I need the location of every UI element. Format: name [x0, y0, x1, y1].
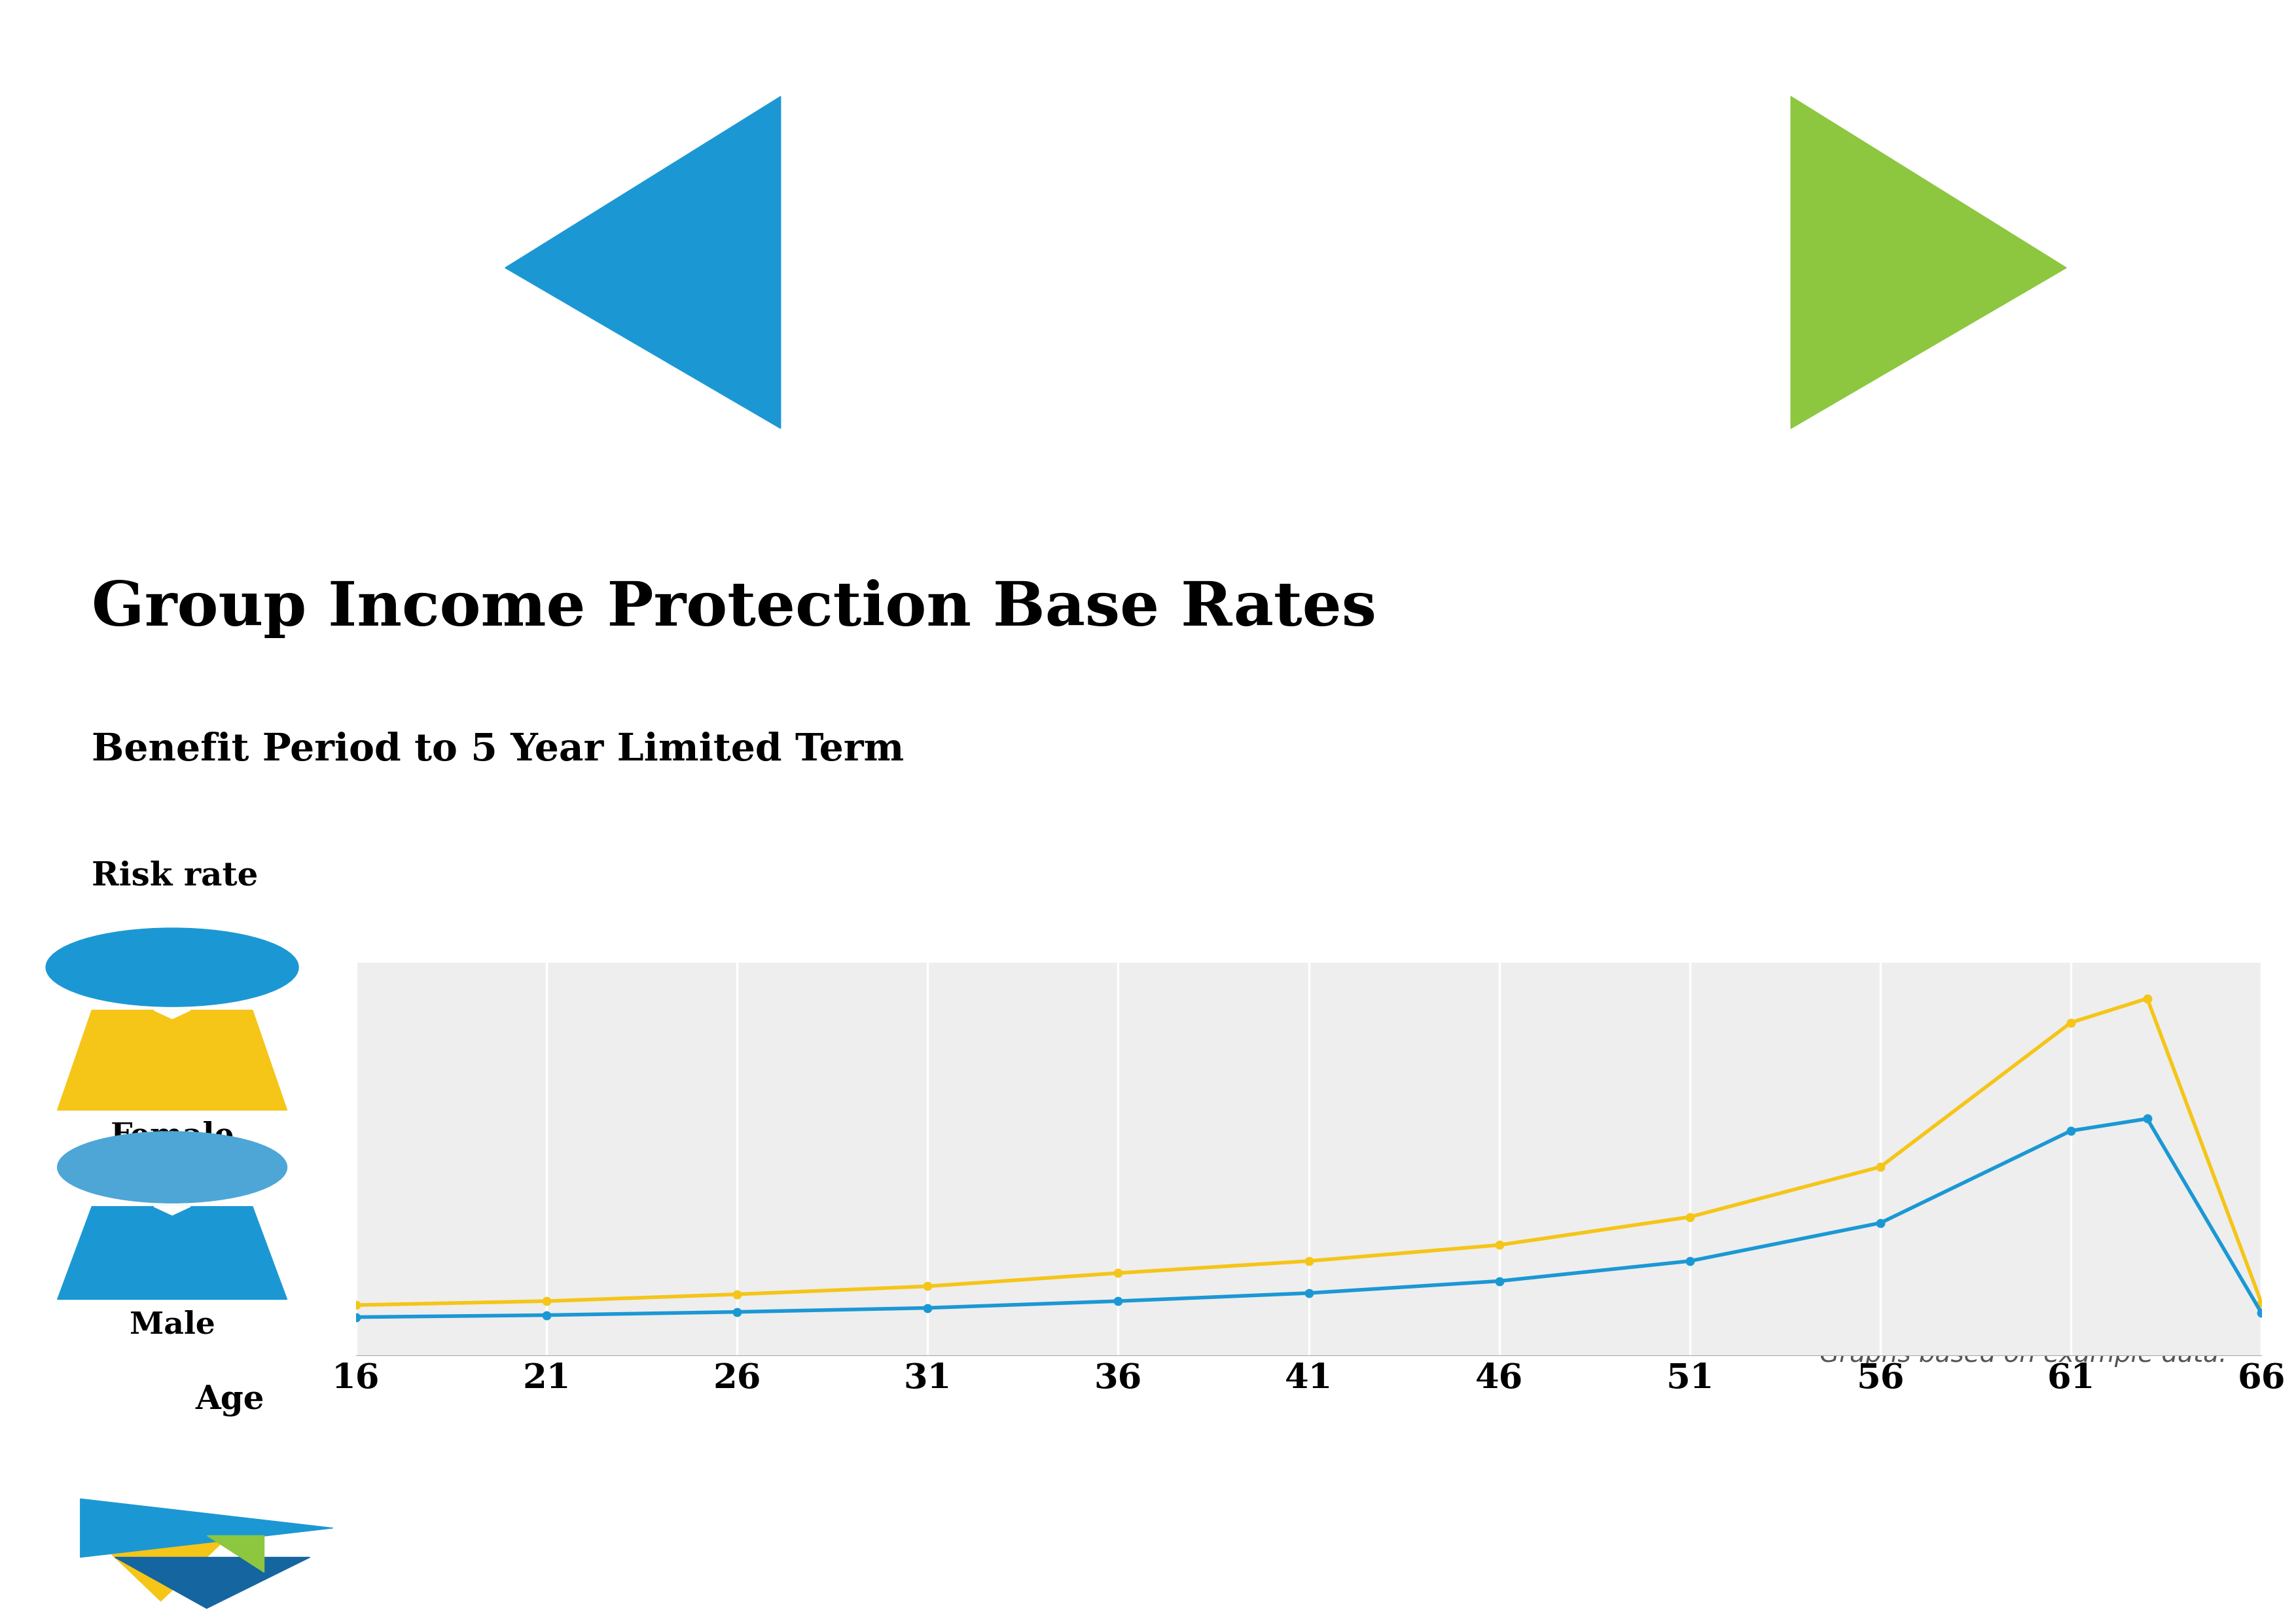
Text: Female: Female — [110, 1121, 234, 1151]
Text: Group Income Protection Base Rates: Group Income Protection Base Rates — [92, 579, 1378, 638]
Polygon shape — [505, 96, 781, 428]
Polygon shape — [154, 1206, 191, 1216]
Polygon shape — [115, 1558, 310, 1608]
Circle shape — [46, 928, 298, 1006]
Polygon shape — [1791, 96, 2066, 428]
Polygon shape — [0, 0, 2296, 81]
Text: Male: Male — [129, 1310, 216, 1341]
Text: Graphs based on example data.: Graphs based on example data. — [1821, 1342, 2227, 1367]
Text: Benefit Period to 5 Year Limited Term: Benefit Period to 5 Year Limited Term — [92, 732, 905, 768]
Polygon shape — [92, 1535, 230, 1600]
Text: Age: Age — [195, 1384, 264, 1417]
Polygon shape — [207, 1535, 264, 1571]
Polygon shape — [154, 1010, 191, 1019]
Polygon shape — [57, 1206, 287, 1300]
Polygon shape — [80, 1500, 333, 1558]
Text: Risk rate: Risk rate — [92, 860, 259, 893]
Polygon shape — [57, 1010, 287, 1110]
Circle shape — [57, 1131, 287, 1203]
